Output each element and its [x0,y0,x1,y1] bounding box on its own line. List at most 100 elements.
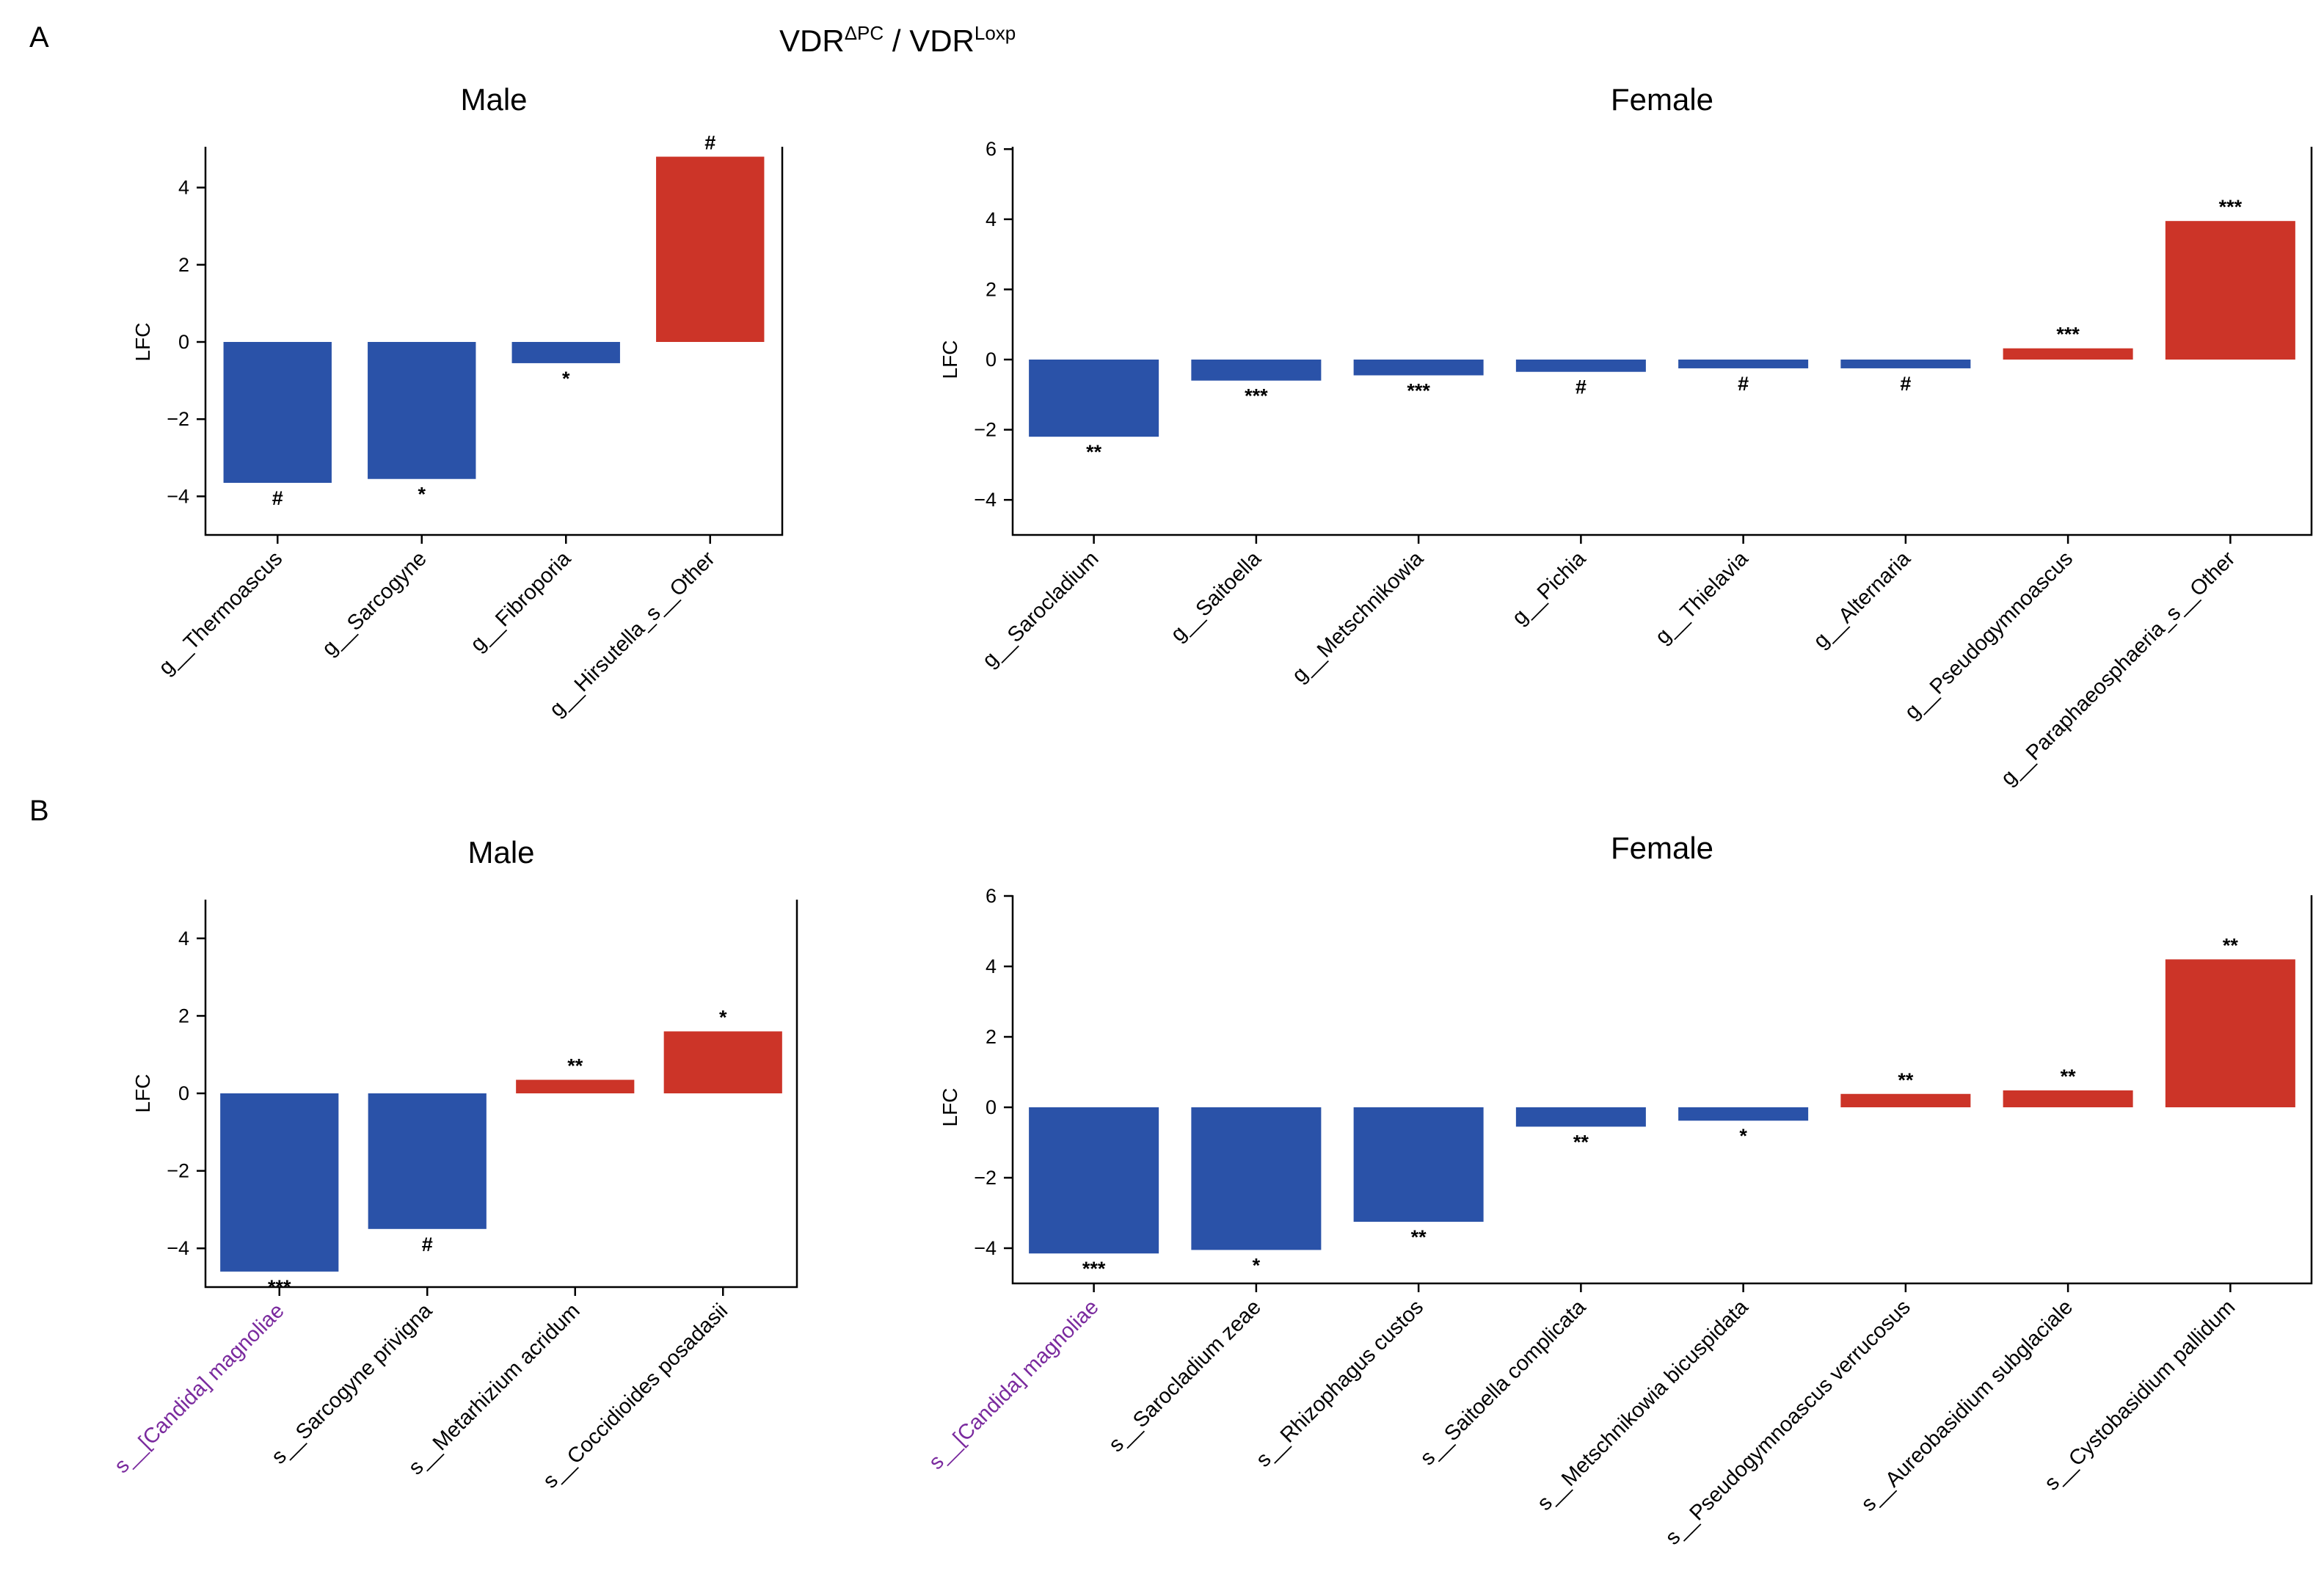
bar-negative [1515,1107,1646,1127]
chart-a-male: Male 4 2 0 −2 −4 LFC # g__Thermoascus * g__Sarcogy… [131,82,784,721]
y-axis-label: LFC [131,1074,154,1113]
category-label: g__Thermoascus [154,547,287,679]
category-label: s__Metarhizium acridum [404,1299,585,1479]
y-tick-label: 6 [986,138,997,160]
panel-label-b: B [29,795,49,827]
category-label: s__Rhizophagus custos [1252,1295,1428,1471]
y-tick-label: −2 [974,1167,997,1189]
y-axis-label: LFC [131,323,154,362]
bar-negative [368,342,476,479]
category-label: s__Sarocladium zeae [1104,1295,1266,1457]
header-prefix-a: VDR [779,23,845,58]
bar-negative [1353,360,1484,376]
bar-positive [656,156,765,342]
axis-frame [1011,147,2313,536]
chart-title: Male [467,835,534,870]
axis-frame [1011,895,2313,1285]
bar-negative [1515,360,1646,372]
y-tick-label: 0 [178,1082,189,1104]
category-label: g__Sarcogyne [318,547,431,660]
y-tick-label: −4 [974,489,997,511]
y-tick-label: 0 [986,349,997,371]
significance-label: # [422,1234,433,1256]
y-tick-label: −4 [167,485,189,507]
category-label: g__Alternaria [1809,547,1915,653]
chart-title: Male [460,82,527,117]
significance-label: *** [1082,1258,1106,1280]
y-tick-label: 4 [178,928,189,950]
y-tick-label: 4 [986,208,997,230]
significance-label: # [1576,376,1587,398]
axis-frame [204,147,784,536]
category-label: s__[Candida] magnoliae [925,1295,1104,1474]
significance-label: # [1738,373,1749,395]
significance-label: ** [1573,1131,1589,1153]
category-label: g__Pseudogymnoascus [1901,547,2078,724]
significance-label: # [272,487,283,509]
significance-label: * [562,368,570,390]
significance-label: ** [1411,1226,1427,1248]
bar-positive [516,1079,635,1093]
y-tick-label: 0 [986,1096,997,1118]
bar-negative [1029,360,1159,437]
bar-positive [2003,1090,2133,1107]
category-label: g__Metschnikowia [1288,547,1429,688]
significance-label: ** [1086,441,1102,463]
significance-label: ** [567,1055,583,1077]
y-tick-label: 2 [986,278,997,300]
category-label: s__Sarcogyne privigna [267,1299,437,1469]
bar-negative [1191,360,1322,381]
category-label: g__Thielavia [1651,547,1754,649]
category-label: g__Fibroporia [466,547,576,657]
y-tick-label: 0 [178,331,189,353]
significance-label: # [704,132,715,154]
bar-negative [1029,1107,1159,1254]
significance-label: ** [2223,934,2239,956]
significance-label: * [418,484,426,506]
y-tick-label: 2 [986,1026,997,1048]
bar-positive [2165,959,2295,1107]
y-tick-label: 2 [178,1005,189,1027]
category-label: s__Saitoella complicata [1416,1295,1591,1471]
significance-label: ** [2061,1065,2077,1087]
y-tick-label: −2 [167,408,189,430]
significance-label: * [1739,1125,1747,1147]
y-tick-label: −2 [974,419,997,441]
bar-negative [368,1093,487,1229]
significance-label: *** [2219,196,2243,218]
category-label: g__Pichia [1508,547,1591,630]
y-tick-label: 6 [986,885,997,907]
bar-positive [1840,1093,1971,1107]
header-separator: / VDR [884,23,975,58]
figure-header: VDRΔPC / VDRLoxp [779,22,1016,58]
bar-positive [663,1031,782,1093]
y-tick-label: −4 [167,1237,189,1259]
bar-negative [1191,1107,1322,1250]
chart-title: Female [1611,831,1713,865]
y-tick-label: 4 [986,955,997,977]
significance-label: *** [1407,380,1430,402]
significance-label: * [719,1007,727,1029]
chart-a-female: Female 6 4 2 0 −2 −4 LFC ** g__Sarocladium *** g__S… [939,82,2313,790]
significance-label: # [1900,373,1911,395]
category-label: g__Hirsutella_s__Other [545,547,720,721]
significance-label: * [1253,1254,1261,1276]
bar-negative [1840,360,1971,368]
category-label: s__[Candida] magnoliae [110,1299,289,1478]
chart-title: Female [1611,82,1713,117]
bar-negative [223,342,332,483]
y-axis-label: LFC [939,340,961,379]
panel-label-a: A [29,21,49,54]
category-label: s__Cystobasidium pallidum [2040,1295,2240,1495]
bar-negative [1678,360,1809,368]
significance-label: *** [2056,324,2080,346]
bar-positive [2003,348,2133,360]
significance-label: *** [1245,385,1268,407]
header-sup-b: Loxp [975,22,1016,44]
significance-label: ** [1898,1069,1914,1091]
category-label: g__Saitoella [1166,547,1266,646]
bar-negative [1353,1107,1484,1222]
